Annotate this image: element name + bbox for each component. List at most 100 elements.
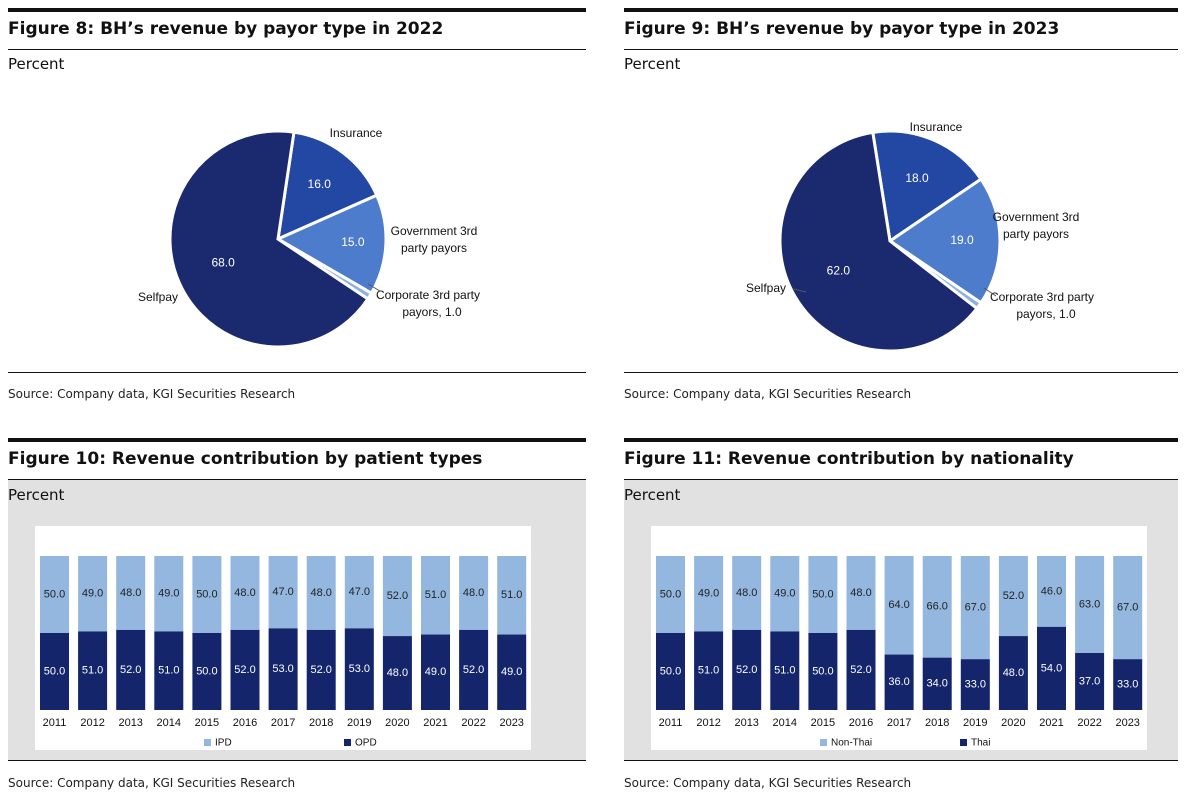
legend-swatch [960, 739, 967, 746]
legend-label: IPD [215, 738, 232, 749]
bar-segment-opd [497, 634, 527, 710]
figure-11-panel: Figure 11: Revenue contribution by natio… [624, 438, 1178, 802]
pie-category-label: party payors [401, 241, 467, 255]
bar-value-label: 63.0 [1079, 598, 1100, 610]
x-tick-label: 2015 [811, 717, 835, 729]
bar-value-label: 47.0 [272, 586, 293, 598]
stacked-bar-chart-patient-types: 50.0 50.0 2011 49.0 51.0 2012 48.0 52.0 2013 49.0… [40, 556, 527, 749]
bar-segment-non-thai [884, 556, 914, 655]
bar-value-label: 66.0 [926, 601, 947, 613]
legend-swatch [820, 739, 827, 746]
bar-segment-opd [230, 629, 260, 710]
bar-segment-ipd [382, 556, 412, 637]
x-tick-label: 2021 [423, 717, 447, 729]
bar-value-label: 48.0 [736, 587, 757, 599]
bar-segment-thai [884, 654, 914, 710]
bar-segment-non-thai [694, 556, 724, 632]
source-note: Source: Company data, KGI Securities Res… [624, 387, 912, 401]
bar-segment-opd [306, 629, 336, 710]
bar-value-label: 67.0 [965, 601, 986, 613]
bar-value-label: 52.0 [387, 590, 408, 602]
bar-value-label: 48.0 [310, 587, 331, 599]
bar-segment-non-thai [960, 556, 990, 660]
pie-chart-2023: 18.0 19.0 62.0 Insurance Government 3rd party… [746, 120, 1094, 353]
x-tick-label: 2014 [157, 717, 181, 729]
pie-category-label: Selfpay [746, 281, 786, 295]
x-tick-label: 2015 [195, 717, 219, 729]
bottom-rule [624, 372, 1178, 373]
pie-slice [887, 177, 1002, 305]
bar-segment-ipd [306, 556, 336, 630]
pie-category-label: Corporate 3rd party [376, 288, 480, 302]
bar-value-label: 52.0 [310, 664, 331, 676]
bar-value-label: 49.0 [774, 588, 795, 600]
figure-8-panel: Figure 8: BH’s revenue by payor type in … [8, 8, 586, 408]
bar-value-label: 50.0 [196, 665, 217, 677]
bar-value-label: 49.0 [501, 666, 522, 678]
pie-value-label: 62.0 [827, 264, 851, 278]
bar-segment-ipd [154, 556, 184, 632]
x-tick-label: 2018 [925, 717, 949, 729]
bar-segment-opd [382, 636, 412, 710]
x-tick-label: 2013 [118, 717, 142, 729]
pie-slice [778, 130, 980, 353]
pie-slice [276, 130, 379, 242]
source-note: Source: Company data, KGI Securities Res… [624, 776, 912, 790]
figure-10-panel: Figure 10: Revenue contribution by patie… [8, 438, 586, 802]
bar-segment-ipd [268, 556, 298, 629]
bar-segment-non-thai [732, 556, 762, 630]
bar-value-label: 48.0 [850, 587, 871, 599]
pie-chart-2022: 16.0 15.0 68.0 Insurance Government 3rd party… [138, 126, 480, 349]
pie-category-label: Corporate 3rd party [990, 290, 1094, 304]
bar-value-label: 49.0 [158, 588, 179, 600]
bar-segment-thai [808, 633, 838, 710]
bar-segment-ipd [40, 556, 69, 633]
bar-value-label: 49.0 [425, 666, 446, 678]
leader-line [367, 283, 381, 292]
bar-value-label: 47.0 [349, 586, 370, 598]
bar-segment-ipd [421, 556, 450, 635]
legend-swatch [204, 739, 211, 746]
unit-label: Percent [624, 55, 681, 73]
bar-segment-ipd [459, 556, 489, 630]
bar-value-label: 53.0 [349, 663, 370, 675]
bar-value-label: 50.0 [660, 588, 681, 600]
bar-segment-non-thai [1037, 556, 1066, 627]
bar-value-label: 48.0 [1003, 667, 1024, 679]
bar-value-label: 48.0 [234, 587, 255, 599]
bar-value-label: 52.0 [234, 664, 255, 676]
bar-value-label: 52.0 [120, 664, 141, 676]
leader-line [983, 287, 997, 297]
x-tick-label: 2017 [887, 717, 911, 729]
bar-segment-non-thai [1113, 556, 1143, 660]
bar-segment-thai [732, 629, 762, 710]
unit-label: Percent [624, 486, 681, 504]
bottom-rule [624, 760, 1178, 761]
top-rule [8, 8, 586, 12]
title-rule [8, 49, 586, 50]
bottom-rule [8, 760, 586, 761]
bar-value-label: 64.0 [888, 599, 909, 611]
bar-segment-opd [344, 628, 374, 710]
bar-value-label: 49.0 [82, 588, 103, 600]
pie-slice [871, 129, 984, 244]
pie-category-label: Selfpay [138, 290, 178, 304]
bar-value-label: 37.0 [1079, 675, 1100, 687]
stacked-bar-chart-nationality: 50.0 50.0 2011 49.0 51.0 2012 48.0 52.0 2013 49.0… [656, 556, 1143, 749]
bar-value-label: 51.0 [158, 665, 179, 677]
bar-segment-ipd [230, 556, 260, 630]
bar-value-label: 48.0 [120, 587, 141, 599]
unit-label: Percent [8, 486, 65, 504]
bar-value-label: 50.0 [44, 588, 65, 600]
source-note: Source: Company data, KGI Securities Res… [8, 776, 296, 790]
bar-value-label: 51.0 [501, 589, 522, 601]
x-tick-label: 2011 [43, 717, 67, 729]
x-tick-label: 2019 [347, 717, 371, 729]
bar-segment-thai [770, 631, 800, 710]
bar-segment-ipd [344, 556, 374, 629]
chart-title: Figure 9: BH’s revenue by payor type in … [624, 19, 1060, 39]
legend-label: Thai [971, 738, 990, 749]
bar-segment-opd [421, 634, 450, 710]
x-tick-label: 2021 [1039, 717, 1063, 729]
bar-segment-opd [154, 631, 184, 710]
